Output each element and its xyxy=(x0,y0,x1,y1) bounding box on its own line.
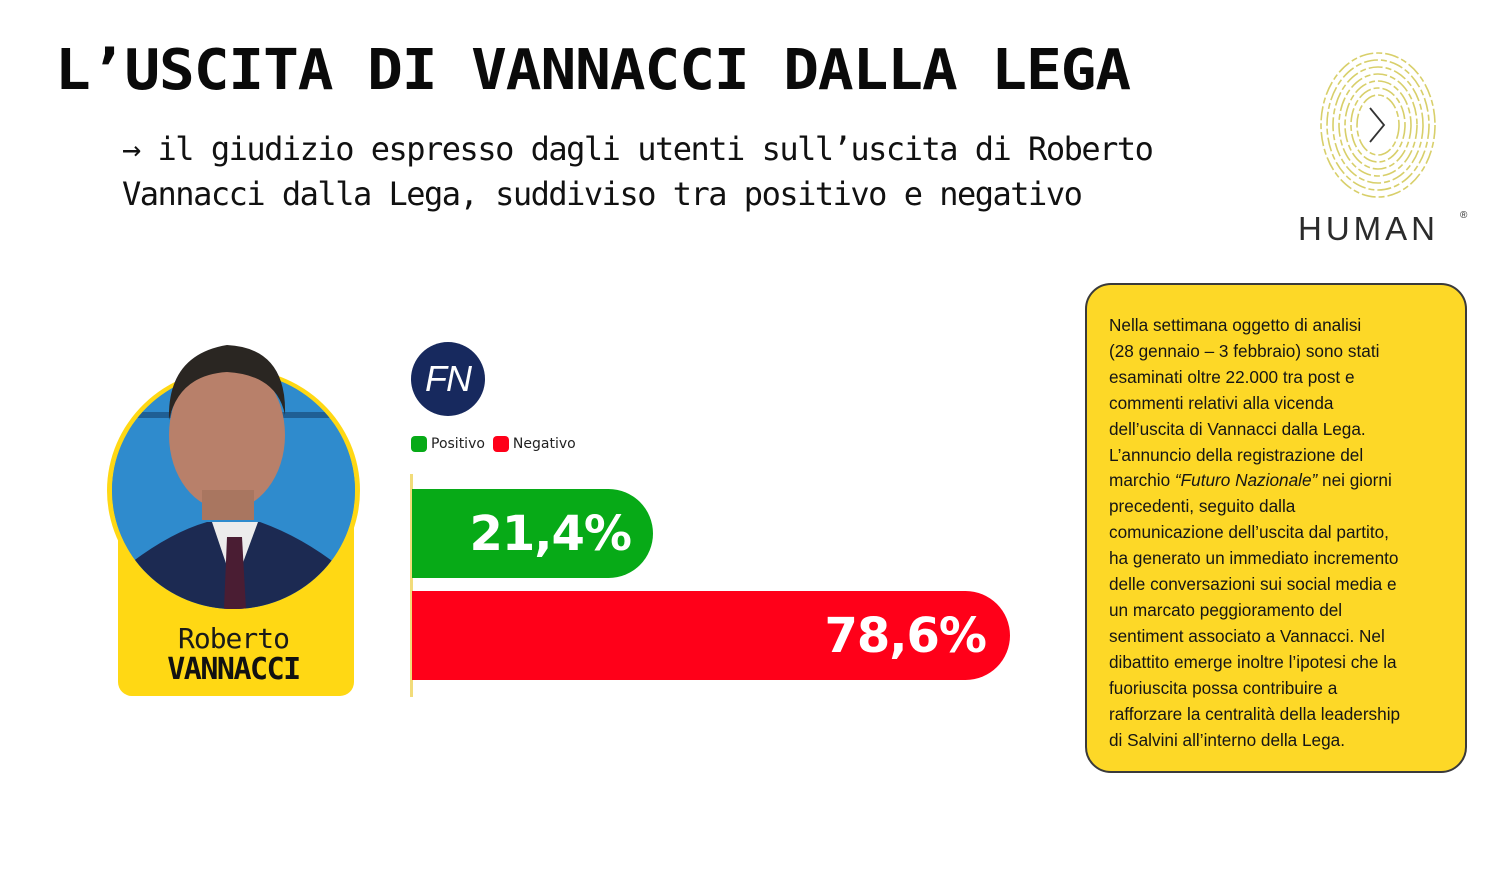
legend-swatch-green xyxy=(411,436,427,452)
note-line: fuoriuscita possa contribuire a xyxy=(1109,677,1338,698)
legend-swatch-red xyxy=(492,436,509,452)
note-line: precedenti, seguito dalla xyxy=(1109,496,1296,517)
page-subtitle: → il giudizio espresso dagli utenti sull… xyxy=(122,130,1154,213)
note-line: un marcato peggioramento del xyxy=(1109,599,1343,620)
person-first-name: Roberto xyxy=(177,622,290,655)
note-line: comunicazione dell’uscita dal partito, xyxy=(1109,522,1389,543)
party-badge-fn: FN xyxy=(411,342,485,416)
human-logo: HUMAN ® xyxy=(1290,50,1475,250)
bar-value-label: 78,6% xyxy=(824,607,987,664)
note-line: ha generato un immediato incremento xyxy=(1109,548,1399,569)
chart-axis-line xyxy=(410,474,413,697)
person-photo-icon xyxy=(112,372,355,609)
note-line: dell’uscita di Vannacci dalla Lega. xyxy=(1109,418,1366,439)
legend-item-positivo: Positivo xyxy=(411,436,485,452)
note-line: esaminati oltre 22.000 tra post e xyxy=(1109,366,1355,387)
person-last-name: VANNACCI xyxy=(167,652,301,687)
page-title: L’USCITA DI VANNACCI DALLA LEGA xyxy=(55,38,1131,103)
note-line: delle conversazioni sui social media e xyxy=(1109,574,1397,595)
note-line: Nella settimana oggetto di analisi xyxy=(1109,315,1362,335)
person-card: Roberto VANNACCI xyxy=(107,330,360,698)
note-line: rafforzare la centralità della leadershi… xyxy=(1109,703,1401,724)
legend-label: Negativo xyxy=(512,436,576,452)
note-brand-name: “Futuro Nazionale” xyxy=(1174,470,1318,491)
note-line: di Salvini all’interno della Lega. xyxy=(1109,729,1346,750)
person-photo xyxy=(112,372,355,609)
registered-mark: ® xyxy=(1460,210,1468,221)
note-line: sentiment associato a Vannacci. Nel xyxy=(1109,625,1385,646)
note-line: commenti relativi alla vicenda xyxy=(1109,392,1334,413)
note-line: L’annuncio della registrazione del xyxy=(1109,444,1364,465)
fingerprint-chevron-icon xyxy=(1320,52,1436,198)
bar-value-label: 21,4% xyxy=(469,505,632,562)
logo-wordmark: HUMAN xyxy=(1298,210,1439,247)
note-text: marchio xyxy=(1109,470,1175,491)
note-line: marchio “Futuro Nazionale” nei giorni xyxy=(1109,468,1455,494)
note-text: nei giorni xyxy=(1317,470,1392,491)
note-line: (28 gennaio – 3 febbraio) sono stati xyxy=(1109,340,1380,361)
bar-negativo: 78,6% xyxy=(412,591,1010,680)
legend-label: Positivo xyxy=(431,436,485,452)
analysis-note: Nella settimana oggetto di analisi (28 g… xyxy=(1085,283,1467,773)
legend-item-negativo: Negativo xyxy=(492,436,576,452)
note-line: dibattito emerge inoltre l’ipotesi che l… xyxy=(1109,651,1397,672)
chart-legend: Positivo Negativo xyxy=(411,436,576,452)
bar-positivo: 21,4% xyxy=(412,489,653,578)
